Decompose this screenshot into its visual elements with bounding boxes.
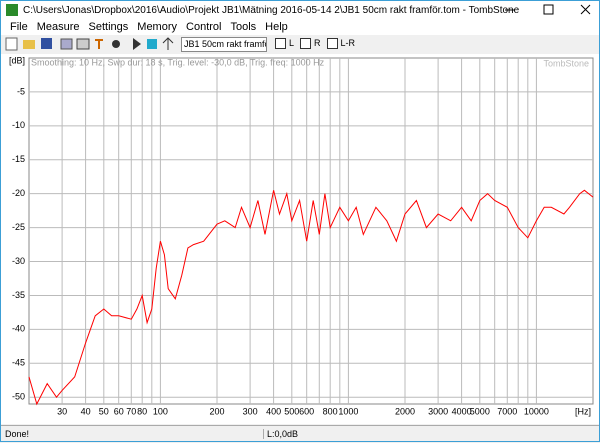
y-tick-label: -25 (12, 222, 25, 232)
menu-item[interactable]: Measure (36, 21, 80, 33)
name-field[interactable]: JB1 50cm rakt framför (181, 37, 267, 52)
x-tick-label: 500 (284, 406, 299, 416)
x-tick-label: 300 (243, 406, 258, 416)
y-tick-label: -15 (12, 154, 25, 164)
toolbar-icons[interactable] (1, 35, 181, 53)
x-axis-label: [Hz] (575, 406, 591, 416)
window-title: C:\Users\Jonas\Dropbox\2016\Audio\Projek… (23, 5, 520, 16)
y-tick-label: -30 (12, 256, 25, 266)
y-tick-label: -20 (12, 188, 25, 198)
y-axis-label: [dB] (9, 55, 25, 65)
checkbox[interactable] (275, 38, 286, 50)
x-tick-label: 600 (299, 406, 314, 416)
x-tick-label: 50 (99, 406, 109, 416)
y-tick-label: -45 (12, 358, 25, 368)
menu-item[interactable]: Control (186, 21, 222, 33)
x-tick-label: 3000 (428, 406, 448, 416)
x-tick-label: 400 (266, 406, 281, 416)
x-tick-label: 30 (57, 406, 67, 416)
toolbar: JB1 50cm rakt framför L R L-R (1, 35, 599, 53)
title-bar: C:\Users\Jonas\Dropbox\2016\Audio\Projek… (1, 1, 599, 19)
x-tick-label: 5000 (470, 406, 490, 416)
menu-item[interactable]: Tools (230, 21, 257, 33)
menu-item[interactable]: File (10, 21, 28, 33)
checkbox[interactable] (326, 38, 338, 50)
x-tick-label: 40 (81, 406, 91, 416)
x-tick-label: 800 (323, 406, 338, 416)
x-tick-label: 1000 (338, 406, 358, 416)
menu-item[interactable]: Help (265, 21, 288, 33)
window-controls[interactable] (489, 1, 599, 19)
checkbox-label: R (314, 38, 321, 48)
y-tick-label: -5 (17, 86, 25, 96)
menu-item[interactable]: Memory (137, 21, 178, 33)
y-tick-label: -40 (12, 324, 25, 334)
x-tick-label: 4000 (452, 406, 472, 416)
plot-frame (28, 57, 594, 405)
app-icon (6, 4, 18, 16)
x-tick-label: 80 (137, 406, 147, 416)
data-line (28, 189, 594, 406)
chart-subtitle: Smoothing: 10 Hz, Swp dur: 18 s, Trig. l… (31, 57, 325, 67)
menu-item[interactable]: Settings (88, 21, 129, 33)
y-tick-label: -10 (12, 120, 25, 130)
checkbox-label: L-R (340, 38, 356, 48)
x-tick-label: 100 (153, 406, 168, 416)
y-tick-label: -35 (12, 290, 25, 300)
chart: -5 -10 -15 -20 -25 -30 -35 -40 -45 -50 [dB] 30 40 50 6… (1, 54, 599, 424)
y-tick-label: -50 (12, 392, 25, 402)
x-tick-label: 60 (114, 406, 124, 416)
x-tick-label: 10000 (524, 406, 549, 416)
status-level: L:0,0dB (263, 429, 298, 439)
checkbox-label: L (289, 38, 295, 48)
x-tick-label: 2000 (395, 406, 415, 416)
status-text: Done! (5, 429, 30, 439)
menu-bar: File Measure Settings Memory Control Tools Hel… (1, 19, 599, 35)
watermark: TombStone (543, 58, 589, 68)
x-tick-label: 200 (209, 406, 224, 416)
checkbox[interactable] (300, 38, 312, 50)
status-bar: Done! L:0,0dB (1, 425, 599, 443)
x-tick-label: 70 (126, 406, 136, 416)
x-tick-label: 7000 (497, 406, 517, 416)
